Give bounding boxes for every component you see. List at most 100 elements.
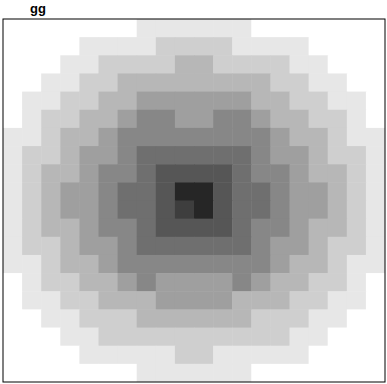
cell [290,328,310,347]
cell [3,255,23,274]
cell [309,255,329,274]
cell [194,164,214,183]
cell [118,128,138,147]
cell [79,219,99,238]
cell [251,110,271,129]
cell [3,237,23,256]
cell [175,255,195,274]
cell [270,237,290,256]
cell [3,364,23,382]
cell [156,201,176,220]
cell [79,237,99,256]
cell [60,291,80,310]
cell [270,219,290,238]
cell [60,219,80,238]
cell [213,328,233,347]
cell [156,146,176,165]
cell [232,92,252,111]
cell [328,291,348,310]
cell [328,37,348,56]
cell [270,273,290,292]
cell [194,346,214,365]
cell [156,37,176,56]
cell [251,182,271,201]
cell [270,328,290,347]
cell [3,164,23,183]
cell [60,328,80,347]
cell [22,110,42,129]
cell [60,92,80,111]
cell [347,73,367,92]
cell [22,237,42,256]
cell [232,255,252,274]
cell [79,309,99,328]
cell [366,346,385,365]
cell [41,55,61,74]
cell [213,237,233,256]
cell [328,346,348,365]
cell [290,146,310,165]
cell [290,255,310,274]
cell [79,73,99,92]
cell [137,37,157,56]
cell [366,92,385,111]
cell [328,92,348,111]
cell [309,37,329,56]
cell [175,364,195,382]
cell [309,364,329,382]
cell [270,128,290,147]
cell [118,291,138,310]
cell [79,146,99,165]
cell [309,128,329,147]
cell [213,73,233,92]
cell [251,19,271,38]
cell [194,291,214,310]
cell [99,73,119,92]
cell [22,128,42,147]
cell [232,182,252,201]
cell [309,201,329,220]
cell [366,182,385,201]
cell [175,19,195,38]
cell [251,309,271,328]
cell [290,128,310,147]
cell [99,364,119,382]
cell [60,19,80,38]
cell [22,164,42,183]
cell [118,164,138,183]
cell [22,346,42,365]
cell [213,346,233,365]
cell [213,255,233,274]
cell [309,328,329,347]
cell [309,219,329,238]
cell [309,146,329,165]
cell [290,55,310,74]
cell [290,201,310,220]
cell [175,291,195,310]
cell [22,19,42,38]
cell [309,309,329,328]
cell [118,237,138,256]
cell [347,37,367,56]
cell [251,291,271,310]
cell [309,19,329,38]
cell [60,346,80,365]
cell [118,37,138,56]
cell [213,273,233,292]
cell [290,291,310,310]
cell [22,146,42,165]
cell [366,328,385,347]
cell [194,201,214,220]
cell [156,237,176,256]
cell [213,146,233,165]
cell [309,273,329,292]
cell [79,182,99,201]
cell [137,110,157,129]
cell [22,37,42,56]
cell [290,37,310,56]
cell [232,110,252,129]
cell [328,110,348,129]
cell [366,364,385,382]
cell [22,364,42,382]
cell [251,73,271,92]
